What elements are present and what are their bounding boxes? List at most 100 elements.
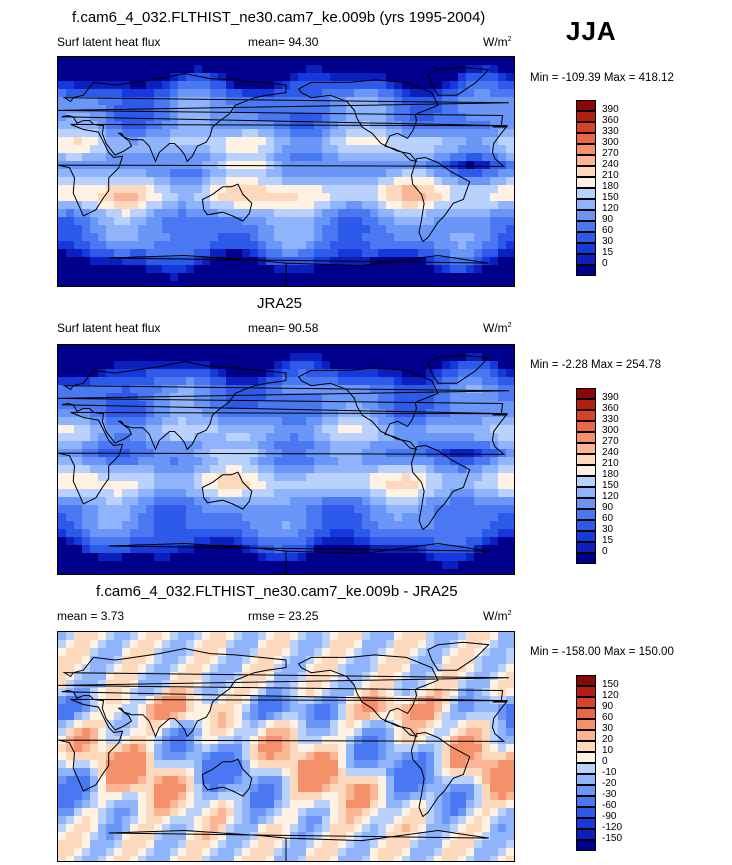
map-cell xyxy=(306,648,315,657)
map-cell xyxy=(482,800,491,809)
map-cell xyxy=(442,561,451,570)
map-cell xyxy=(226,201,235,210)
map-cell xyxy=(186,792,195,801)
map-cell xyxy=(386,728,395,737)
map-cell xyxy=(354,105,363,114)
map-cell xyxy=(114,57,123,66)
map-cell xyxy=(346,441,355,450)
map-cell xyxy=(210,97,219,106)
map-cell xyxy=(410,265,419,274)
map-cell xyxy=(490,417,499,426)
colorbar-bin xyxy=(576,553,596,564)
map-cell xyxy=(90,201,99,210)
map-cell xyxy=(322,553,331,562)
map-cell xyxy=(362,784,371,793)
map-cell xyxy=(506,800,514,809)
map-cell xyxy=(338,776,347,785)
map-cell xyxy=(346,664,355,673)
map-cell xyxy=(298,345,307,354)
map-cell xyxy=(194,145,203,154)
map-cell xyxy=(298,193,307,202)
map-cell xyxy=(498,824,507,833)
map-cell xyxy=(242,808,251,817)
map-cell xyxy=(202,97,211,106)
map-cell xyxy=(146,569,155,574)
map-cell xyxy=(474,153,483,162)
map-cell xyxy=(210,656,219,665)
map-cell xyxy=(186,712,195,721)
map-cell xyxy=(234,281,243,286)
map-cell xyxy=(338,89,347,98)
map-cell xyxy=(106,185,115,194)
map-cell xyxy=(282,832,291,841)
map-cell xyxy=(426,832,435,841)
map-cell xyxy=(386,537,395,546)
map-cell xyxy=(378,345,387,354)
map-cell xyxy=(274,281,283,286)
map-cell xyxy=(394,816,403,825)
map-cell xyxy=(194,209,203,218)
map-cell xyxy=(362,457,371,466)
map-cell xyxy=(274,225,283,234)
map-cell xyxy=(218,273,227,282)
map-cell xyxy=(282,249,291,258)
map-cell xyxy=(274,433,283,442)
map-cell xyxy=(58,89,67,98)
map-cell xyxy=(274,768,283,777)
map-cell xyxy=(490,105,499,114)
map-cell xyxy=(58,569,67,574)
map-cell xyxy=(482,201,491,210)
map-cell xyxy=(194,481,203,490)
map-cell xyxy=(194,153,203,162)
map-cell xyxy=(362,800,371,809)
map-cell xyxy=(178,640,187,649)
map-cell xyxy=(82,808,91,817)
map-cell xyxy=(82,177,91,186)
map-cell xyxy=(378,736,387,745)
map-cell xyxy=(186,169,195,178)
map-cell xyxy=(66,720,75,729)
map-cell xyxy=(506,497,514,506)
map-cell xyxy=(466,57,475,66)
map-cell xyxy=(298,537,307,546)
map-cell xyxy=(306,385,315,394)
map-cell xyxy=(90,640,99,649)
map-cell xyxy=(130,89,139,98)
map-cell xyxy=(210,201,219,210)
map-cell xyxy=(490,840,499,849)
map-cell xyxy=(250,73,259,82)
map-cell xyxy=(242,792,251,801)
map-cell xyxy=(386,704,395,713)
map-cell xyxy=(186,513,195,522)
map-cell xyxy=(394,505,403,514)
map-cell xyxy=(474,800,483,809)
map-cell xyxy=(338,225,347,234)
map-cell xyxy=(266,481,275,490)
map-cell xyxy=(442,672,451,681)
map-cell xyxy=(114,808,123,817)
map-cell xyxy=(362,129,371,138)
map-cell xyxy=(90,648,99,657)
map-cell xyxy=(338,249,347,258)
map-cell xyxy=(394,553,403,562)
map-cell xyxy=(194,808,203,817)
map-cell xyxy=(330,640,339,649)
map-cell xyxy=(386,808,395,817)
map-cell xyxy=(202,808,211,817)
map-cell xyxy=(442,281,451,286)
map-cell xyxy=(202,569,211,574)
map-cell xyxy=(418,569,427,574)
map-cell xyxy=(290,433,299,442)
map-cell xyxy=(442,433,451,442)
map-cell xyxy=(170,409,179,418)
map-cell xyxy=(138,257,147,266)
map-cell xyxy=(250,209,259,218)
map-cell xyxy=(338,744,347,753)
map-cell xyxy=(90,505,99,514)
map-cell xyxy=(234,760,243,769)
map-cell xyxy=(138,377,147,386)
map-cell xyxy=(274,632,283,641)
map-cell xyxy=(170,688,179,697)
map-cell xyxy=(138,137,147,146)
map-cell xyxy=(122,457,131,466)
